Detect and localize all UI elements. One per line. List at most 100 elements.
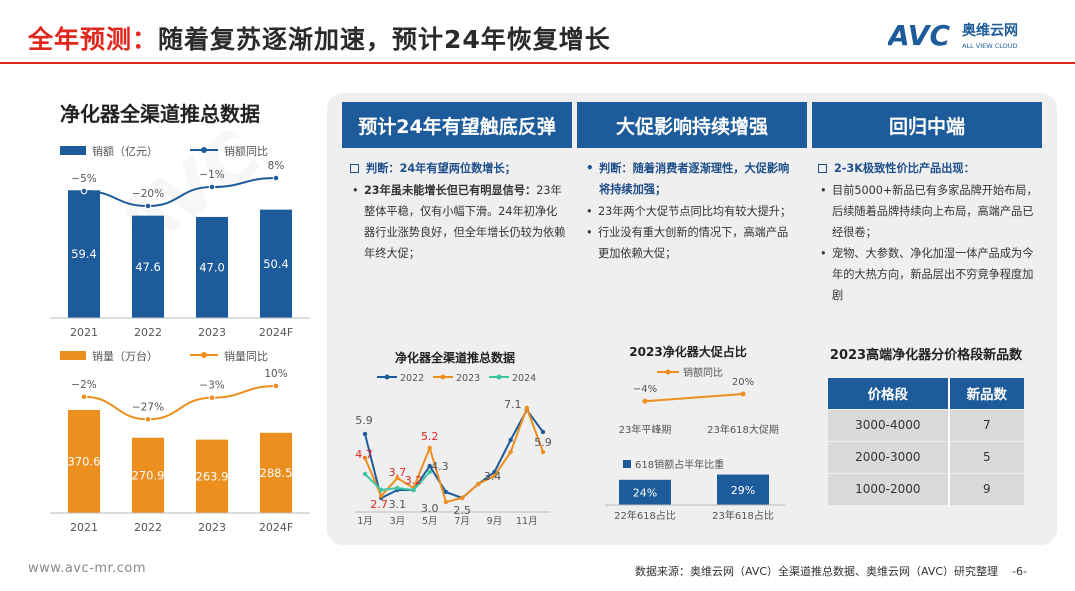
- checkbox-icon: •: [586, 161, 594, 175]
- bullet-item: 行业没有重大创新的情况下，高端产品更加依赖大促；: [584, 222, 798, 264]
- logo-en-text: ALL VIEW CLOUD: [962, 42, 1018, 50]
- card-body-promotion: • 判断：随着消费者逐渐理性，大促影响将持续加强； 23年两个大促节点同比均有较大…: [584, 158, 798, 264]
- card-head-promotion: 大促影响持续增强: [577, 102, 807, 148]
- table-header-cell: 价格段: [828, 378, 949, 409]
- trend-line: [83, 385, 277, 421]
- bar-value-label: 24%: [633, 486, 657, 499]
- table-cell: 9: [947, 472, 1024, 505]
- x-tick-label: 22年618占比: [614, 509, 676, 522]
- bar: [132, 215, 164, 318]
- point-label: 7.1: [504, 398, 522, 411]
- website-link[interactable]: www.avc-mr.com: [28, 561, 147, 576]
- x-tick-label: 7月: [454, 516, 470, 527]
- x-tick-label: 2024F: [259, 521, 293, 534]
- trend-label: −20%: [132, 188, 164, 200]
- bullet-text: 23年整体平稳，仅有小幅下滑。24年初净化器行业涨势良好，但全年增长仍较为依赖年…: [364, 184, 566, 260]
- series-point: [378, 493, 384, 499]
- checkbox-icon: [350, 164, 359, 173]
- point-label: 2.5: [453, 504, 471, 517]
- bullet-bold: 23年虽未能增长但已有明显信号：: [364, 184, 537, 197]
- trend-label: 20%: [732, 377, 754, 388]
- card-body-rebound: 判断：24年有望两位数增长； 23年虽未能增长但已有明显信号：23年整体平稳，仅…: [350, 158, 568, 264]
- bar-value-label: 288.5: [260, 466, 293, 480]
- bar: [717, 474, 769, 505]
- trend-point: [740, 391, 746, 397]
- trend-point: [272, 382, 280, 390]
- price-segment-table: 价格段 新品数 3000-4000 7 2000-3000 5 1000-200…: [828, 378, 1024, 505]
- chart-title: 2023净化器大促占比: [629, 344, 746, 359]
- legend-label: 销额同比: [683, 366, 723, 379]
- point-label: 3.2: [405, 474, 423, 487]
- trend-label: −27%: [132, 401, 164, 413]
- trend-label: −1%: [199, 169, 224, 181]
- card-head-midrange: 回归中端: [812, 102, 1042, 148]
- x-tick-label: 2021: [70, 326, 98, 339]
- bullet-text: 宠物、大参数、净化加湿一体产品成为今年的大热方向，新品层出不穷竞争程度加剧: [832, 247, 1034, 302]
- point-label: 2.7: [370, 498, 388, 511]
- series-point: [378, 487, 384, 493]
- table-cell: 7: [947, 408, 1024, 441]
- trend-point: [144, 202, 152, 210]
- bar-value-label: 47.6: [135, 260, 161, 274]
- table-row: 1000-2000 9: [828, 472, 1024, 505]
- bar: [619, 479, 671, 505]
- series-point: [427, 469, 432, 475]
- point-label: 5.2: [421, 430, 439, 443]
- series-point: [524, 405, 530, 411]
- series-point: [540, 449, 546, 455]
- legend-line-marker: [201, 147, 207, 153]
- point-label: 5.9: [355, 414, 373, 427]
- series-point: [492, 473, 497, 479]
- series-point: [395, 485, 400, 491]
- trend-point: [144, 416, 152, 423]
- legend-bar-swatch: [60, 146, 86, 155]
- x-tick-label: 2024F: [259, 326, 293, 339]
- x-tick-label: 23年平峰期: [619, 423, 672, 436]
- point-label: 3.0: [421, 502, 439, 515]
- legend-line-marker: [201, 352, 207, 358]
- bullet-text: 行业没有重大创新的情况下，高端产品更加依赖大促；: [598, 226, 789, 260]
- title-prefix: 全年预测：: [28, 25, 159, 54]
- series-point: [508, 449, 513, 455]
- trend-label: −4%: [633, 384, 657, 395]
- bar: [196, 439, 228, 513]
- bar-value-label: 29%: [731, 484, 755, 497]
- series-point: [476, 481, 481, 487]
- table-row: 3000-4000 7: [828, 408, 1024, 441]
- judgement-line: 判断：24年有望两位数增长；: [350, 158, 568, 179]
- trend-point: [80, 187, 88, 195]
- judgement-text: 判断：24年有望两位数增长；: [366, 162, 516, 175]
- trend-line: [83, 177, 277, 208]
- legend-label: 618销额占半年比重: [635, 458, 724, 471]
- legend-bar-swatch: [623, 460, 631, 468]
- bar-value-label: 263.9: [196, 469, 229, 483]
- x-tick-label: 9月: [487, 516, 503, 527]
- card-body-midrange: 2-3K极致性价比产品出现： 目前5000+新品已有多家品牌开始布局，后续随着品…: [818, 158, 1040, 306]
- point-label: 3.1: [389, 498, 407, 511]
- trend-point: [208, 183, 216, 191]
- legend-line-marker: [665, 369, 671, 375]
- series-point: [427, 463, 432, 469]
- series-point: [411, 487, 416, 493]
- bar: [132, 437, 164, 513]
- series-line: [364, 405, 544, 504]
- x-tick-label: 23年618占比: [712, 509, 774, 522]
- sales-volume-chart: 销量（万台） 销量同比 370.6 2021 270.9 2022 263.9 2023 288…: [50, 349, 310, 534]
- x-tick-label: 2022: [134, 521, 162, 534]
- legend-bar-label: 销额（亿元）: [92, 144, 158, 158]
- x-tick-label: 11月: [516, 516, 538, 527]
- series-point: [362, 431, 368, 437]
- point-label: 4.7: [355, 448, 373, 461]
- series-point: [362, 471, 368, 477]
- page-title: 全年预测：随着复苏逐渐加速，预计24年恢复增长: [28, 20, 611, 56]
- series-point: [443, 499, 449, 505]
- legend-line-marker: [440, 374, 446, 380]
- judgement-text: 判断：随着消费者逐渐理性，大促影响将持续加强；: [599, 162, 790, 196]
- legend-bar-swatch: [60, 351, 86, 360]
- trend-label: −3%: [199, 380, 224, 392]
- card-head-rebound: 预计24年有望触底反弹: [342, 102, 572, 148]
- series-point: [540, 429, 546, 435]
- series-point: [427, 445, 432, 451]
- legend-label: 2022: [400, 373, 424, 384]
